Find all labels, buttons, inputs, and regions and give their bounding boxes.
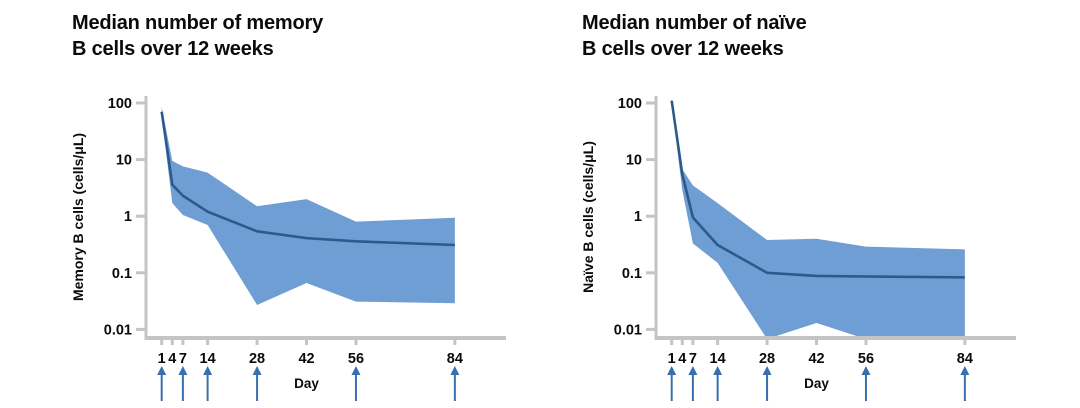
y-tick [136,271,145,275]
chart-title-line2: B cells over 12 weeks [582,38,784,61]
x-tick [716,340,720,345]
x-tick-label: 1 [668,351,676,367]
median-line [670,100,965,279]
chart-title-naive: Median number of naïve B cells over 12 we… [582,10,807,63]
chart-title-memory: Median number of memory B cells over 12 w… [72,10,323,63]
x-tick [206,340,210,345]
x-tick-label: 14 [710,351,726,367]
y-tick-label: 0.1 [112,266,132,282]
y-tick-label: 10 [116,153,132,169]
x-tick-label: 84 [957,351,973,367]
x-tick-label: 7 [689,351,697,367]
chart-title-line1: Median number of memory [72,12,323,34]
x-tick [963,340,967,345]
chart-title-line2: B cells over 12 weeks [72,38,274,61]
y-tick-label: 10 [626,153,642,169]
chart-title-line1: Median number of naïve [582,12,807,34]
y-tick-label: 0.01 [104,322,132,338]
y-tick-label: 100 [108,96,132,112]
x-tick-label: 4 [168,351,176,367]
y-tick [136,158,145,162]
x-axis [654,336,1016,340]
y-tick [646,101,655,105]
x-tick-label: 4 [678,351,686,367]
x-tick-label: 42 [808,351,824,367]
x-tick [691,340,695,345]
y-tick [136,214,145,218]
chart-memory-b-cells: Median number of memory B cells over 12 w… [70,10,506,401]
y-tick-label: 0.01 [614,322,642,338]
x-tick-label: 56 [348,351,364,367]
x-tick-label: 84 [447,351,463,367]
x-axis-label: Day [804,376,829,391]
y-tick [646,158,655,162]
x-axis-label: Day [294,376,319,391]
y-tick [646,271,655,275]
x-tick [765,340,769,345]
confidence-band [161,106,455,305]
median-line [160,111,455,247]
x-tick-label: 28 [759,351,775,367]
dose-arrow-head [960,366,970,375]
y-tick [136,327,145,331]
x-tick-label: 28 [249,351,265,367]
x-tick [453,340,457,345]
dose-arrow-head [667,366,677,375]
y-axis [144,96,148,340]
x-tick [170,340,174,345]
y-tick-label: 1 [124,209,132,225]
x-tick [864,340,868,345]
x-tick-label: 14 [200,351,216,367]
dose-arrow-head [861,366,871,375]
chart-naive-b-cells: Median number of naïve B cells over 12 we… [510,0,1080,408]
dose-arrow-head [157,366,167,375]
y-tick [136,101,145,105]
dose-arrow-head [713,366,723,375]
dose-arrow-head [450,366,460,375]
x-tick [354,340,358,345]
x-tick-label: 56 [858,351,874,367]
dose-arrow-head [762,366,772,375]
dose-arrow-head [351,366,361,375]
dose-arrow-head [178,366,188,375]
y-tick-label: 1 [634,209,642,225]
y-tick [646,327,655,331]
x-tick-label: 7 [179,351,187,367]
y-tick-label: 100 [618,96,642,112]
x-tick-label: 42 [298,351,314,367]
x-tick [181,340,185,345]
x-tick [255,340,259,345]
y-tick [646,214,655,218]
y-axis [654,96,658,340]
dose-arrow-head [688,366,698,375]
confidence-band [671,98,965,339]
x-axis [144,336,506,340]
dose-arrow-head [203,366,213,375]
x-tick [670,340,674,345]
x-tick-label: 1 [158,351,166,367]
x-tick [160,340,164,345]
dose-arrow-head [252,366,262,375]
x-tick [680,340,684,345]
x-tick [815,340,819,345]
y-tick-label: 0.1 [622,266,642,282]
x-tick [305,340,309,345]
